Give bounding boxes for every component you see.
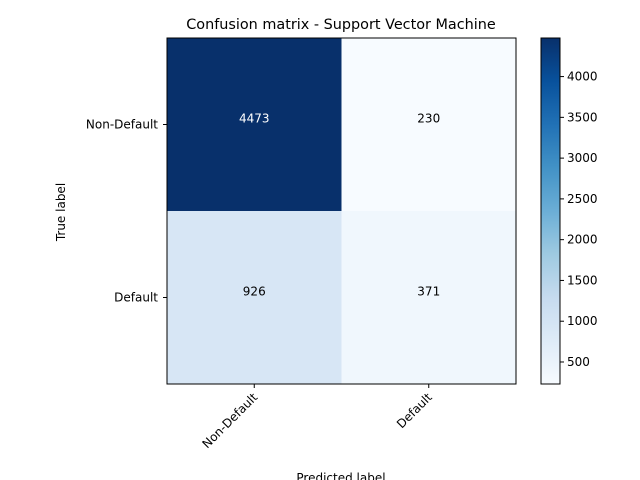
- y-tick-label: Default: [114, 291, 158, 305]
- colorbar-tick-label: 500: [567, 355, 590, 369]
- cell-value-label: 4473: [239, 112, 270, 126]
- y-tick-label: Non-Default: [86, 118, 158, 132]
- matrix-cell-0-0: [167, 38, 342, 212]
- x-axis-label: Predicted label: [296, 471, 385, 480]
- chart-title: Confusion matrix - Support Vector Machin…: [186, 17, 496, 33]
- colorbar-tick-label: 4000: [567, 70, 598, 84]
- colorbar-tick-label: 3000: [567, 151, 598, 165]
- plot-frame: [166, 37, 517, 385]
- colorbar-ticks: 500 1000 1500 2000 2500 3000 3500 4000: [560, 70, 598, 369]
- matrix-cells: [167, 38, 517, 385]
- matrix-cell-1-0: [167, 211, 342, 385]
- cell-value-label: 230: [417, 112, 440, 126]
- colorbar-tick-label: 2000: [567, 233, 598, 247]
- y-axis-label: True label: [54, 183, 68, 242]
- x-tick-label: Non-Default: [199, 390, 260, 451]
- x-axis-ticks: Non-Default Default: [199, 384, 435, 451]
- colorbar: [540, 37, 561, 385]
- cell-value-label: 926: [243, 285, 266, 299]
- colorbar-tick-label: 2500: [567, 192, 598, 206]
- y-axis-ticks: Non-Default Default: [86, 118, 167, 305]
- colorbar-tick-label: 1500: [567, 273, 598, 287]
- cell-value-label: 371: [417, 285, 440, 299]
- matrix-value-labels: 4473 230 926 371: [239, 112, 440, 299]
- matrix-cell-1-1: [341, 211, 517, 385]
- x-tick-label: Default: [394, 390, 435, 431]
- colorbar-tick-label: 1000: [567, 314, 598, 328]
- colorbar-tick-label: 3500: [567, 110, 598, 124]
- matrix-cell-0-1: [341, 38, 517, 212]
